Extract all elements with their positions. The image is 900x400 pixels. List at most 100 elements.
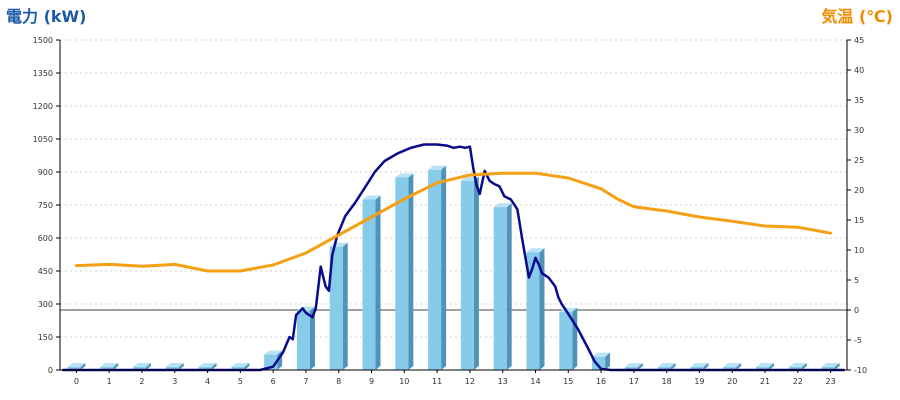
bar-side: [637, 363, 643, 370]
right-tick-label: 35: [854, 96, 864, 105]
bar-side: [539, 248, 545, 370]
x-tick-label: 18: [662, 377, 672, 386]
bar-front: [362, 199, 376, 370]
bar-side: [834, 363, 840, 370]
bar-front: [559, 311, 573, 370]
grid-layer: [60, 39, 847, 338]
bar: [690, 363, 709, 370]
x-tick-label: 12: [465, 377, 475, 386]
left-tick-label: 750: [38, 201, 53, 210]
bar-top: [231, 363, 250, 367]
bar-front: [395, 177, 409, 370]
bar: [67, 363, 86, 370]
bar-front: [723, 367, 737, 370]
x-tick-label: 9: [369, 377, 374, 386]
bar-side: [572, 307, 578, 370]
bar: [723, 363, 742, 370]
bar-front: [788, 367, 802, 370]
bar-front: [67, 367, 81, 370]
right-tick-label: 25: [854, 156, 864, 165]
left-tick-label: 300: [38, 300, 53, 309]
bar: [657, 363, 676, 370]
power-line: [62, 143, 845, 372]
bar: [624, 363, 643, 370]
bar-top: [264, 350, 283, 355]
bar: [559, 307, 578, 370]
bar: [132, 363, 151, 370]
x-tick-label: 19: [694, 377, 704, 386]
bar-top: [395, 173, 414, 178]
bar-side: [408, 173, 414, 370]
bar-front: [329, 246, 343, 370]
bar-side: [473, 176, 479, 370]
bar: [788, 363, 807, 370]
bar-top: [362, 195, 381, 200]
bar: [362, 195, 381, 370]
x-tick-label: 14: [530, 377, 540, 386]
bar-side: [670, 363, 676, 370]
bar-side: [375, 195, 381, 370]
bar-top: [100, 363, 119, 367]
bar-top: [592, 352, 611, 357]
ticks-layer: 01503004506007509001050120013501500-10-5…: [33, 36, 867, 386]
bar: [821, 363, 840, 370]
bar: [165, 363, 184, 370]
bar-front: [756, 367, 770, 370]
bar-front: [231, 367, 245, 370]
bar-front: [296, 310, 310, 370]
bar: [100, 363, 119, 370]
left-tick-label: 1350: [33, 69, 53, 78]
temperature-line: [74, 171, 833, 273]
x-tick-label: 4: [205, 377, 210, 386]
bar-layer: [67, 165, 840, 370]
right-axis-title: 気温 (℃): [821, 7, 893, 26]
bar: [756, 363, 775, 370]
bar-side: [244, 363, 250, 370]
right-tick-label: -10: [854, 366, 867, 375]
bar-front: [624, 367, 638, 370]
left-tick-label: 450: [38, 267, 53, 276]
bar-front: [690, 367, 704, 370]
right-tick-label: 20: [854, 186, 864, 195]
bar-top: [690, 363, 709, 367]
x-tick-label: 22: [793, 377, 803, 386]
left-tick-label: 1050: [33, 135, 53, 144]
bar-top: [165, 363, 184, 367]
bar-front: [428, 169, 442, 370]
right-tick-label: 40: [854, 66, 864, 75]
left-tick-label: 150: [38, 333, 53, 342]
bar-side: [178, 363, 184, 370]
bar-front: [100, 367, 114, 370]
bar-top: [132, 363, 151, 367]
bar-side: [703, 363, 709, 370]
left-tick-label: 900: [38, 168, 53, 177]
bar-front: [198, 367, 212, 370]
right-tick-label: 45: [854, 36, 864, 45]
bar-side: [309, 306, 315, 370]
bar-side: [113, 363, 119, 370]
x-tick-label: 2: [139, 377, 144, 386]
line-layer: [62, 143, 845, 372]
bar-front: [460, 180, 474, 370]
bar-top: [493, 203, 512, 208]
left-axis-title: 電力 (kW): [6, 7, 87, 26]
left-tick-label: 1200: [33, 102, 53, 111]
bar-front: [493, 207, 507, 370]
bar-top: [821, 363, 840, 367]
bar-side: [506, 203, 512, 370]
bar-front: [132, 367, 146, 370]
bar-top: [657, 363, 676, 367]
bar-side: [80, 363, 86, 370]
right-tick-label: -5: [854, 336, 862, 345]
x-tick-label: 21: [760, 377, 770, 386]
bar-top: [788, 363, 807, 367]
bar-side: [605, 352, 611, 370]
bar-top: [624, 363, 643, 367]
bar-side: [211, 363, 217, 370]
bar-top: [428, 165, 447, 170]
right-tick-label: 0: [854, 306, 859, 315]
bar-front: [821, 367, 835, 370]
bar-side: [441, 165, 447, 370]
